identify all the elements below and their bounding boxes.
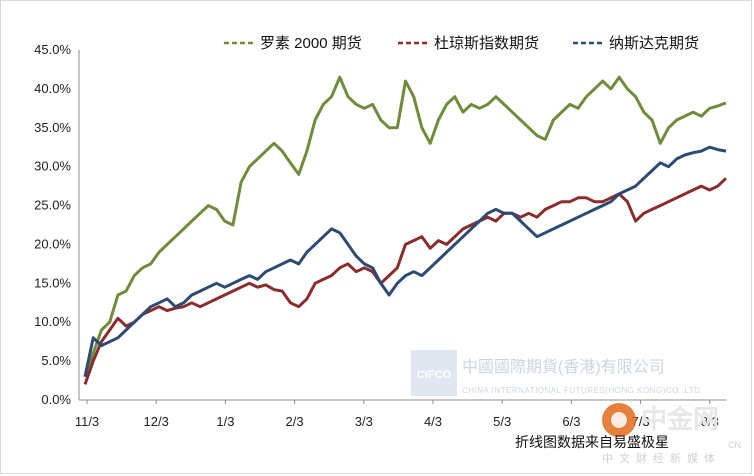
legend-label-2: 杜琼斯指数期货: [434, 35, 539, 52]
zhongjin-logo-icon-inner: [611, 412, 627, 428]
y-tick-labels: 0.0% 5.0% 10.0% 15.0% 20.0% 25.0% 30.0% 35.0% 40…: [34, 42, 71, 407]
x-tick-label: 5/3: [493, 414, 511, 429]
cifco-watermark: CIFCO 中國國際期貨(香港)有限公司 CHINA INTERNATIONAL…: [411, 350, 703, 396]
y-tick-label: 35.0%: [34, 120, 71, 135]
zhongjin-logo-badge: CN: [728, 440, 741, 450]
y-tick-label: 15.0%: [34, 275, 71, 290]
zhongjin-logo-name: 中金网: [641, 404, 719, 434]
y-tick-label: 30.0%: [34, 159, 71, 174]
series-line-1: [83, 75, 727, 378]
x-tick-label: 11/3: [75, 414, 99, 429]
legend: 罗素 2000 期货 杜琼斯指数期货 纳斯达克期货: [224, 35, 699, 52]
y-tick-label: 40.0%: [34, 81, 71, 96]
zhongjin-logo-sub: 中文财经新媒体: [602, 451, 721, 465]
y-tick-label: 0.0%: [41, 392, 71, 407]
x-tick-label: 12/3: [144, 414, 169, 429]
x-tick-label: 3/3: [355, 414, 373, 429]
x-tick-label: 8/3: [701, 414, 719, 429]
y-tick-label: 10.0%: [34, 314, 71, 329]
source-note: 折线图数据来自易盛极星: [515, 434, 669, 450]
series-line-3: [83, 145, 727, 378]
x-tick-label: 1/3: [216, 414, 234, 429]
x-tick-labels: 11/3 12/3 1/3 2/3 3/3 4/3 5/3 6/3 7/3 8/3: [75, 400, 719, 429]
watermark-company-cn: 中國國際期貨(香港)有限公司: [462, 358, 665, 376]
series-layer: [83, 75, 728, 385]
x-tick-label: 4/3: [424, 414, 442, 429]
legend-label-3: 纳斯达克期货: [609, 35, 699, 52]
cifco-logo-text: CIFCO: [417, 369, 452, 381]
x-tick-label: 6/3: [562, 414, 580, 429]
watermark-company-en: CHINA INTERNATIONAL FUTURES(HONG KONG)CO…: [462, 386, 703, 395]
x-tick-label: 2/3: [286, 414, 304, 429]
y-tick-label: 5.0%: [41, 353, 71, 368]
legend-label-1: 罗素 2000 期货: [260, 35, 362, 52]
cifco-logo-box: [411, 350, 457, 396]
y-tick-label: 45.0%: [34, 42, 71, 57]
y-tick-label: 25.0%: [34, 198, 71, 213]
zhongjin-logo: 中金网 中文财经新媒体 CN: [602, 403, 741, 465]
x-tick-label: 7/3: [632, 414, 650, 429]
y-tick-label: 20.0%: [34, 236, 71, 251]
series-line-2: [83, 177, 728, 385]
